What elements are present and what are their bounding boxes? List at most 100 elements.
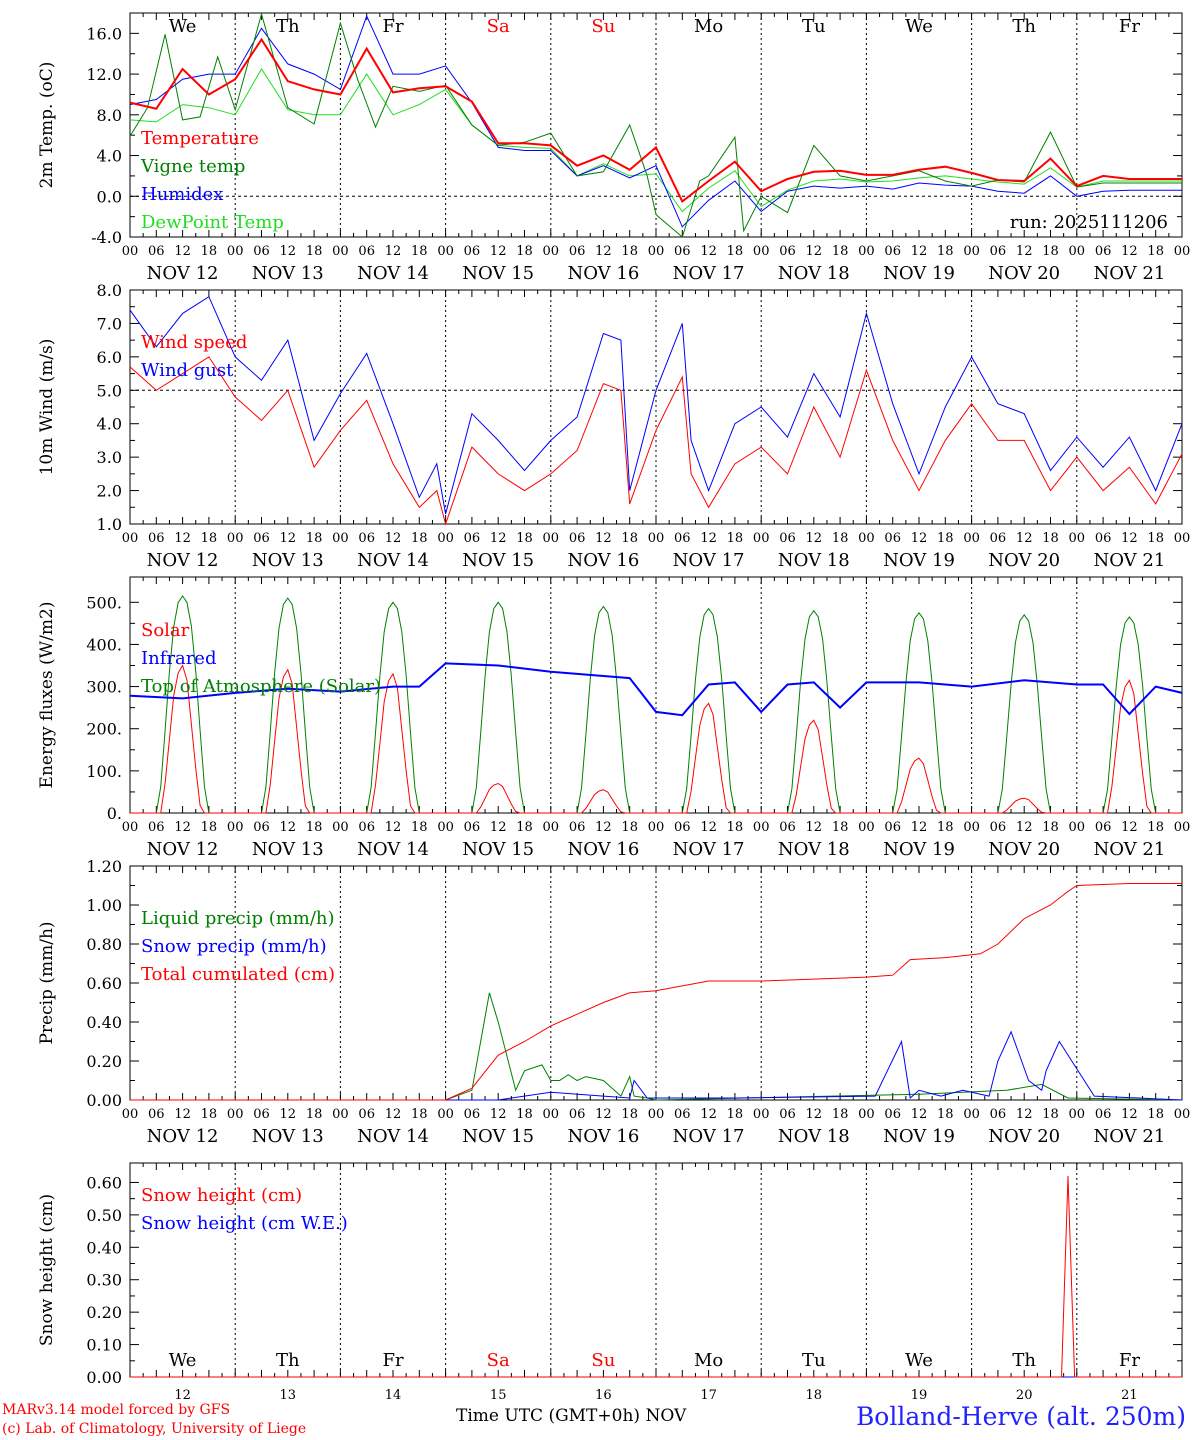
- date-label: NOV 18: [778, 839, 850, 860]
- hour-tick-label: 06: [990, 1107, 1007, 1122]
- date-label: NOV 15: [462, 839, 534, 860]
- y-tick-label: 500.: [86, 593, 122, 612]
- hour-tick-label: 00: [543, 531, 560, 546]
- hour-tick-label: 00: [858, 1107, 875, 1122]
- hour-tick-label: 12: [911, 1107, 928, 1122]
- hour-tick-label: 12: [490, 1107, 507, 1122]
- series-line-temperature: [129, 37, 1182, 203]
- hour-tick-label: 00: [122, 1107, 139, 1122]
- hour-tick-label: 18: [1147, 1107, 1164, 1122]
- day-number-label: 13: [280, 1388, 297, 1403]
- y-tick-label: 400.: [86, 635, 122, 654]
- date-label: NOV 14: [357, 550, 429, 571]
- legend-entry: Wind gust: [141, 360, 234, 381]
- legend-entry: Vigne temp: [140, 156, 245, 177]
- hour-tick-label: 12: [1121, 531, 1138, 546]
- date-label: NOV 17: [673, 1126, 745, 1147]
- hour-tick-label: 18: [727, 244, 744, 259]
- hour-tick-label: 00: [543, 820, 560, 835]
- hour-tick-label: 12: [490, 820, 507, 835]
- y-tick-label: 4.0: [97, 415, 122, 434]
- hour-tick-label: 06: [358, 531, 375, 546]
- date-label: NOV 14: [357, 1126, 429, 1147]
- hour-tick-label: 18: [621, 244, 638, 259]
- hour-tick-label: 12: [595, 820, 612, 835]
- panel-2: 1.0 2.0 3.0 4.0 5.0 6.0 7.0 8.0 10m Wind (m/s) Wi…: [37, 281, 1183, 534]
- hour-tick-label: 00: [332, 531, 349, 546]
- hour-tick-label: 06: [884, 1107, 901, 1122]
- y-tick-label: 8.0: [97, 281, 122, 300]
- hour-tick-label: 06: [253, 244, 270, 259]
- y-tick-label: 6.0: [97, 348, 122, 367]
- hour-tick-label: 12: [806, 531, 823, 546]
- hour-tick-label: 00: [122, 244, 139, 259]
- date-label: NOV 13: [252, 550, 324, 571]
- hour-tick-label: 18: [727, 531, 744, 546]
- day-name: We: [905, 16, 933, 37]
- hour-tick-label: 18: [1042, 244, 1059, 259]
- date-label: NOV 18: [778, 1126, 850, 1147]
- hour-tick-label: 12: [700, 531, 717, 546]
- legend-entry: Liquid precip (mm/h): [141, 908, 335, 929]
- hour-tick-label: 12: [595, 1107, 612, 1122]
- day-number-label: 14: [385, 1388, 402, 1403]
- hour-tick-label: 06: [148, 1107, 165, 1122]
- day-name: Th: [276, 16, 300, 37]
- hour-tick-label: 00: [858, 244, 875, 259]
- series-line-infrared: [129, 662, 1183, 717]
- hour-tick-label: 00: [648, 244, 665, 259]
- legend-entry: Solar: [141, 620, 190, 641]
- series-line-snow-precip-mm-h-: [130, 1030, 1183, 1101]
- hour-tick-label: 18: [1042, 531, 1059, 546]
- date-label: NOV 18: [778, 550, 850, 571]
- series-line-vigne-temp: [129, 12, 1182, 238]
- hour-tick-label: 00: [963, 820, 980, 835]
- hour-tick-label: 06: [779, 820, 796, 835]
- hour-tick-label: 18: [832, 244, 849, 259]
- panel-4: 0.00 0.20 0.40 0.60 0.80 1.00 1.20 Precip (mm/h…: [37, 857, 1183, 1110]
- date-label: NOV 17: [673, 550, 745, 571]
- hour-tick-label: 00: [437, 1107, 454, 1122]
- y-tick-label: 1.00: [86, 896, 122, 915]
- day-name: Sa: [487, 16, 510, 37]
- legend-entry: Wind speed: [141, 332, 247, 353]
- hour-tick-label: 18: [727, 1107, 744, 1122]
- legend-entry: Snow precip (mm/h): [141, 936, 327, 957]
- hour-tick-label: 00: [753, 1107, 770, 1122]
- hour-tick-label: 12: [806, 820, 823, 835]
- run-label: run: 2025111206: [1010, 212, 1168, 233]
- series-line-wind-speed: [129, 356, 1183, 526]
- y-tick-label: 300.: [86, 678, 122, 697]
- day-name: Mo: [694, 1350, 723, 1371]
- hour-tick-label: 18: [727, 820, 744, 835]
- day-name: Th: [1012, 16, 1036, 37]
- hour-tick-label: 00: [753, 244, 770, 259]
- date-label: NOV 12: [147, 263, 219, 284]
- hour-tick-label: 12: [700, 244, 717, 259]
- hour-tick-label: 12: [911, 820, 928, 835]
- hour-tick-label: 18: [516, 244, 533, 259]
- date-label: NOV 20: [988, 550, 1060, 571]
- hour-tick-label: 06: [1095, 244, 1112, 259]
- hour-tick-label: 18: [516, 1107, 533, 1122]
- legend-entry: Infrared: [141, 648, 216, 669]
- panel-5: 0.00 0.10 0.20 0.30 0.40 0.50 0.60 Snow height …: [37, 1162, 1183, 1387]
- date-label: NOV 16: [567, 839, 639, 860]
- hour-tick-label: 06: [569, 1107, 586, 1122]
- hour-tick-label: 06: [358, 244, 375, 259]
- y-tick-label: 0.10: [86, 1336, 122, 1355]
- y-tick-label: 0.80: [86, 935, 122, 954]
- hour-tick-label: 12: [911, 244, 928, 259]
- series-line-total-cumulated-cm-: [130, 883, 1182, 1101]
- hour-tick-label: 00: [227, 244, 244, 259]
- day-name: Su: [591, 16, 615, 37]
- day-name: We: [169, 16, 197, 37]
- hour-tick-label: 18: [201, 531, 218, 546]
- legend-entry: Humidex: [141, 184, 223, 205]
- hour-tick-label: 06: [884, 244, 901, 259]
- hour-tick-label: 06: [464, 1107, 481, 1122]
- hour-tick-label: 00: [648, 820, 665, 835]
- hour-tick-label: 06: [358, 820, 375, 835]
- date-label: NOV 19: [883, 550, 955, 571]
